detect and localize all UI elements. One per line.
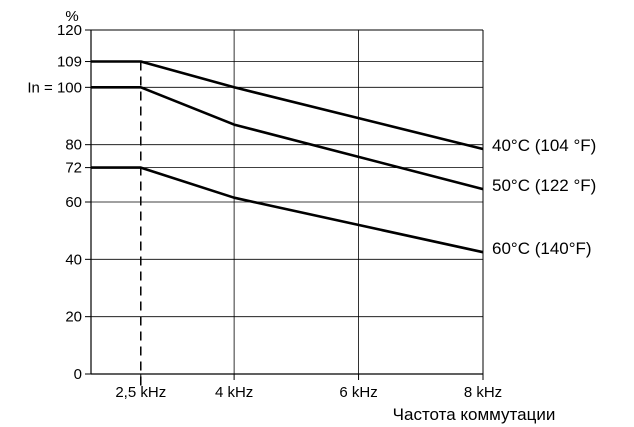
series-label-1: 40°C (104 °F) bbox=[492, 136, 596, 155]
x-axis-title: Частота коммутации bbox=[393, 405, 556, 424]
series-group bbox=[91, 60, 484, 254]
tick-label-x-6: 6 kHz bbox=[339, 384, 377, 401]
tick-label-y-20: 20 bbox=[65, 309, 82, 326]
series-label-2: 50°C (122 °F) bbox=[492, 176, 596, 195]
labels-group: 0 20 40 60 72 80 In = 100 109 120 2,5 kHz 4 kHz 6 k… bbox=[27, 22, 596, 401]
series-line-3 bbox=[91, 166, 484, 254]
tick-label-y-40: 40 bbox=[65, 251, 82, 268]
grid bbox=[91, 29, 484, 374]
y-unit-label: % bbox=[65, 8, 78, 25]
tick-label-x-8: 8 kHz bbox=[464, 384, 502, 401]
tick-label-y-0: 0 bbox=[74, 366, 82, 383]
tick-label-x-2.5: 2,5 kHz bbox=[115, 384, 166, 401]
tick-label-y-72: 72 bbox=[65, 160, 82, 177]
tick-label-y-80: 80 bbox=[65, 137, 82, 154]
series-line-2 bbox=[91, 86, 484, 191]
series-line-1 bbox=[91, 60, 484, 151]
tick-label-x-4: 4 kHz bbox=[215, 384, 253, 401]
series-label-3: 60°C (140°F) bbox=[492, 239, 592, 258]
tick-label-y-60: 60 bbox=[65, 194, 82, 211]
tick-label-y-120: 120 bbox=[57, 22, 82, 39]
axes bbox=[85, 29, 484, 380]
tick-label-y-109: 109 bbox=[57, 54, 82, 71]
tick-label-y-100: In = 100 bbox=[27, 79, 82, 96]
